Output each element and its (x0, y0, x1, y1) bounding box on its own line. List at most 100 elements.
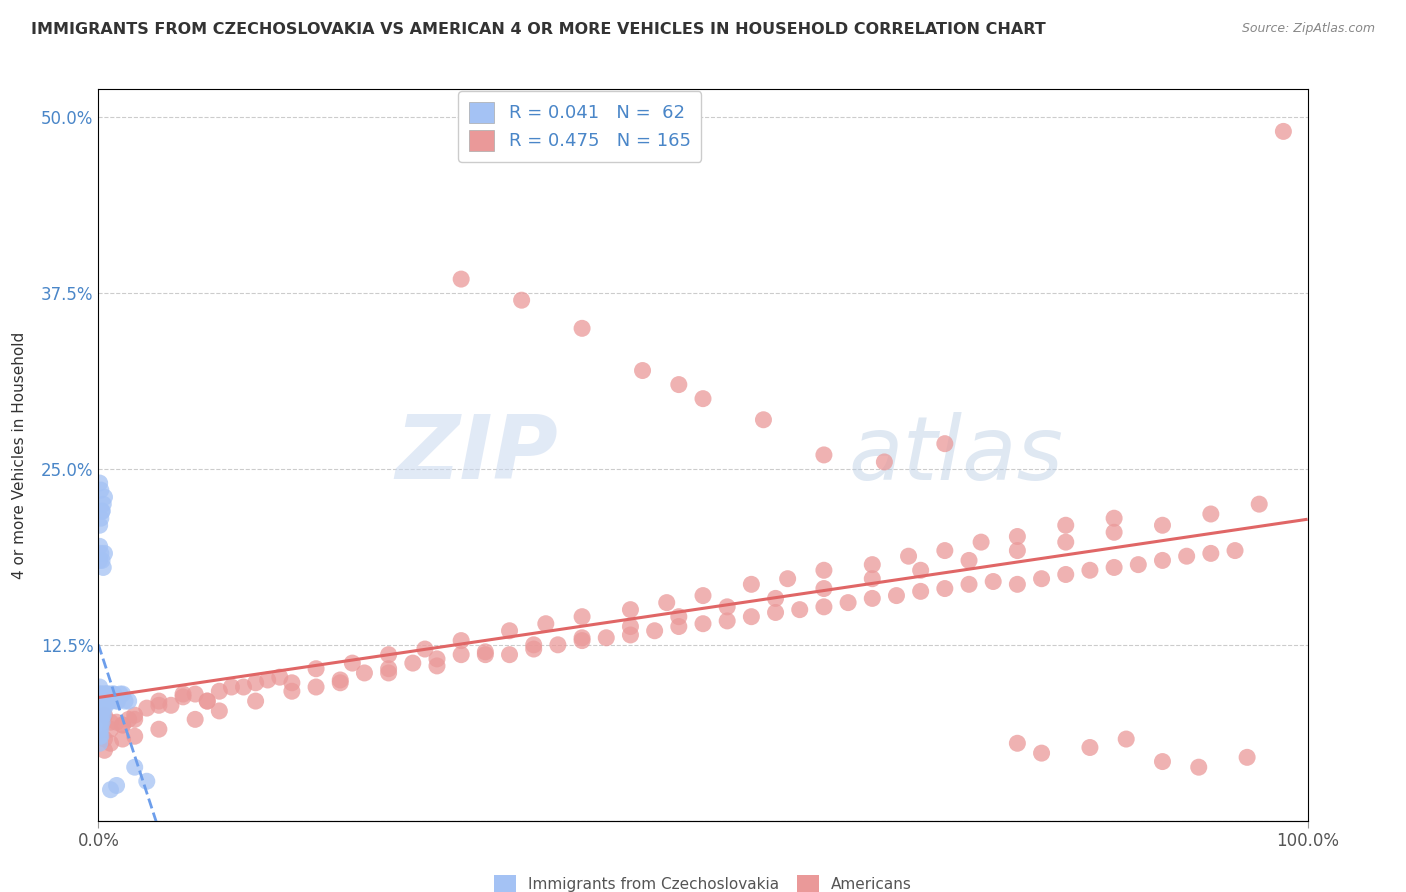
Point (208, 704, 231, 718)
Point (91, 497, 114, 511)
Point (89, 687, 111, 701)
Point (1128, 558, 1150, 572)
Point (96, 694, 118, 708)
Point (474, 645, 496, 659)
Point (534, 616, 557, 631)
Point (426, 659, 449, 673)
Point (1236, 750, 1258, 764)
Point (1054, 535, 1077, 549)
Point (474, 648, 496, 662)
Point (91, 504, 114, 518)
Point (93, 743, 115, 757)
Point (90, 687, 112, 701)
Point (256, 673, 278, 687)
Point (450, 272, 472, 286)
Point (668, 609, 690, 624)
Point (100, 687, 122, 701)
Point (195, 694, 218, 708)
Point (245, 694, 267, 708)
Point (934, 582, 956, 596)
Point (89, 518, 111, 533)
Point (1078, 563, 1101, 577)
Point (1007, 529, 1029, 543)
Point (305, 662, 328, 676)
Point (100, 782, 122, 797)
Point (619, 619, 641, 633)
Point (124, 708, 146, 723)
Point (93, 546, 115, 560)
Point (716, 599, 738, 614)
Point (93, 490, 115, 504)
Point (402, 656, 425, 670)
Point (184, 687, 207, 701)
Point (860, 591, 883, 606)
Point (523, 642, 546, 657)
Point (97, 687, 120, 701)
Point (281, 684, 304, 698)
Point (91, 504, 114, 518)
Point (897, 549, 920, 564)
Point (377, 648, 399, 662)
Point (353, 665, 375, 680)
Point (426, 652, 449, 666)
Point (114, 694, 136, 708)
Point (100, 723, 122, 737)
Point (160, 698, 183, 713)
Point (135, 701, 157, 715)
Point (89, 476, 111, 491)
Point (873, 455, 896, 469)
Point (111, 687, 134, 701)
Point (90, 546, 112, 560)
Point (281, 675, 304, 690)
Point (124, 712, 146, 726)
Point (232, 680, 254, 694)
Point (765, 606, 787, 620)
Point (1102, 560, 1125, 574)
Point (860, 558, 883, 572)
Point (1199, 546, 1222, 560)
Point (91, 708, 114, 723)
Point (1188, 760, 1211, 774)
Point (1054, 567, 1077, 582)
Point (571, 609, 593, 624)
Point (90, 694, 112, 708)
Point (91, 687, 114, 701)
Point (740, 577, 762, 591)
Point (135, 774, 157, 789)
Point (89, 729, 111, 743)
Point (910, 563, 932, 577)
Point (1249, 497, 1271, 511)
Point (90, 715, 112, 730)
Point (644, 624, 666, 638)
Point (1152, 755, 1174, 769)
Point (93, 694, 115, 708)
Point (118, 694, 141, 708)
Point (329, 675, 352, 690)
Point (124, 729, 146, 743)
Point (740, 609, 762, 624)
Point (692, 589, 714, 603)
Point (547, 638, 569, 652)
Point (124, 760, 146, 774)
Point (108, 687, 131, 701)
Point (957, 577, 980, 591)
Point (93, 708, 115, 723)
Point (329, 673, 352, 687)
Point (934, 543, 956, 558)
Point (221, 680, 243, 694)
Point (94, 694, 117, 708)
Point (89, 680, 111, 694)
Point (377, 662, 399, 676)
Text: IMMIGRANTS FROM CZECHOSLOVAKIA VS AMERICAN 4 OR MORE VEHICLES IN HOUSEHOLD CORRE: IMMIGRANTS FROM CZECHOSLOVAKIA VS AMERIC… (31, 22, 1046, 37)
Point (91, 694, 114, 708)
Point (91, 694, 114, 708)
Point (631, 363, 654, 377)
Point (93, 687, 115, 701)
Point (98, 694, 121, 708)
Point (813, 448, 835, 462)
Point (305, 680, 328, 694)
Point (498, 648, 520, 662)
Point (765, 591, 787, 606)
Point (148, 694, 170, 708)
Point (1115, 732, 1137, 747)
